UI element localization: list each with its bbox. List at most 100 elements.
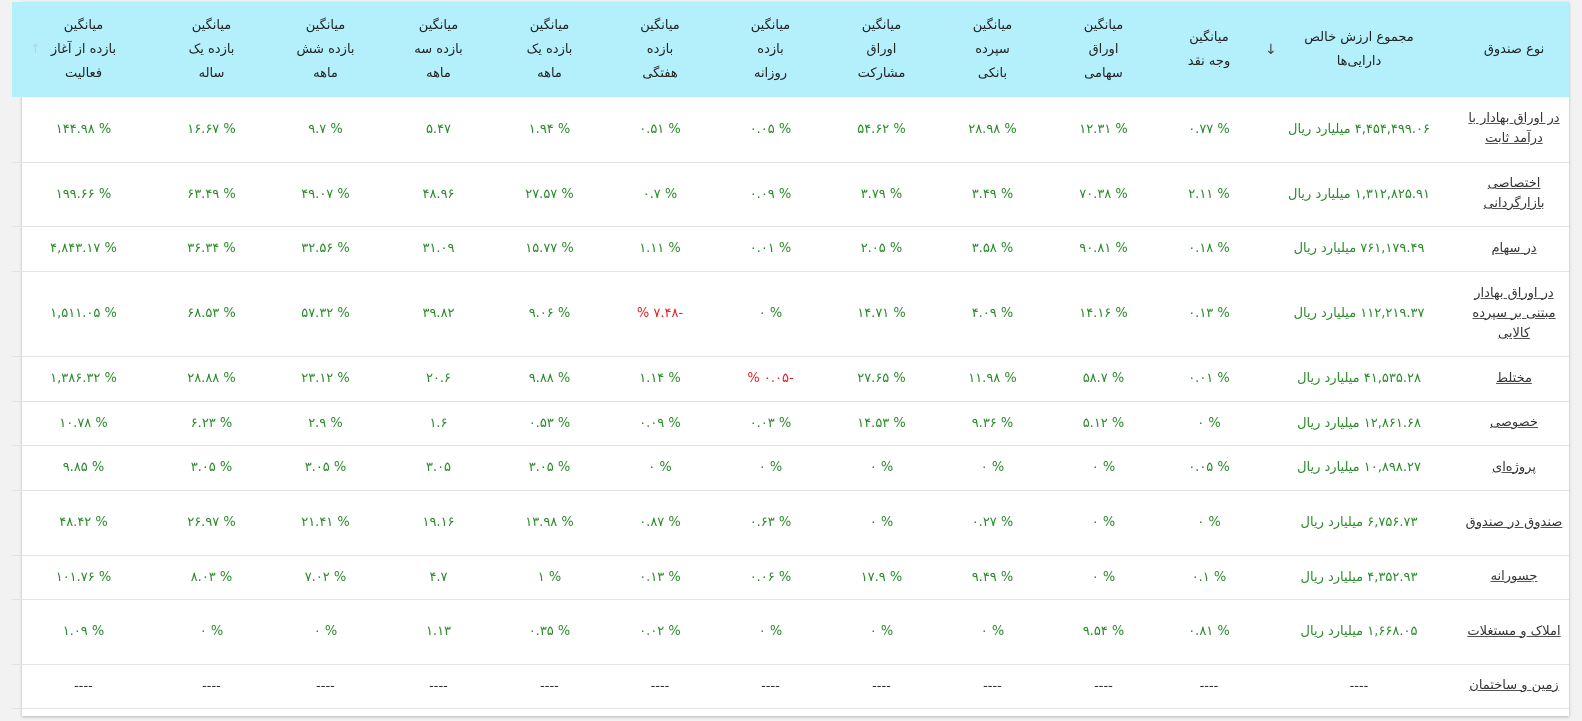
header-fund-type[interactable]: نوع صندوق xyxy=(1459,2,1569,97)
net-asset-cell: ۱۲,۸۶۱.۶۸ میلیارد ریال xyxy=(1259,401,1459,446)
header-label: میانگین بازده یک ماهه xyxy=(526,17,573,81)
since-start-cell: % ۱۴۴.۹۸ xyxy=(12,97,155,163)
header-daily[interactable]: میانگین بازده روزانه xyxy=(715,2,826,97)
arrow-down-icon[interactable]: ↓ xyxy=(1265,41,1277,58)
deposit-cell: % ۱۱.۹۸ xyxy=(937,356,1048,402)
yearly-cell: % ۶۳.۴۹ xyxy=(155,162,268,227)
header-weekly[interactable]: میانگین بازده هفتگی xyxy=(605,2,715,97)
since-start-cell: % ۴۸.۴۲ xyxy=(12,490,155,556)
monthly-cell: % ۱ xyxy=(494,555,605,600)
bonds-cell: % ۱۴.۵۳ xyxy=(826,401,937,446)
fund-type-link[interactable]: جسورانه xyxy=(1490,569,1538,584)
daily-cell: % ۰ xyxy=(715,445,826,491)
header-label: میانگین بازده از آغاز فعالیت xyxy=(50,17,117,81)
daily-cell: % ۰.۰۳ xyxy=(715,401,826,446)
stocks-cell: ---- xyxy=(1048,664,1159,709)
cash-cell: % ۰.۱ xyxy=(1159,555,1259,600)
header-yearly[interactable]: میانگین بازده یک ساله xyxy=(155,2,268,97)
weekly-cell: % ۱.۱۱ xyxy=(605,226,715,272)
weekly-cell: % ۰.۱۳ xyxy=(605,555,715,600)
since-start-cell: % ۱۰.۷۸ xyxy=(12,401,155,446)
header-label: میانگین اوراق مشارکت xyxy=(857,17,906,81)
header-net-asset[interactable]: مجموع ارزش خالص دارایی‌ها ↓ xyxy=(1259,2,1459,97)
monthly-cell: % ۰.۳۵ xyxy=(494,599,605,665)
fund-type-cell: در اوراق بهادار مبتنی بر سپرده کالایی xyxy=(1459,271,1569,357)
net-asset-cell: ۱۱۲,۲۱۹.۳۷ میلیارد ریال xyxy=(1259,271,1459,357)
fund-type-link[interactable]: زمین و ساختمان xyxy=(1469,678,1559,693)
stocks-cell: % ۹۰.۸۱ xyxy=(1048,226,1159,272)
fund-type-cell: در سهام xyxy=(1459,226,1569,272)
cash-cell: % ۰.۸۱ xyxy=(1159,599,1259,665)
six-month-cell: % ۲۳.۱۲ xyxy=(268,356,383,402)
header-label: میانگین اوراق سهامی xyxy=(1083,17,1124,81)
three-month-cell: ۳.۰۵ xyxy=(383,445,494,491)
header-monthly[interactable]: میانگین بازده یک ماهه xyxy=(494,2,605,97)
bonds-cell: % ۲۷.۶۵ xyxy=(826,356,937,402)
bonds-cell: % ۳.۷۹ xyxy=(826,162,937,227)
three-month-cell: ۱.۶ xyxy=(383,401,494,446)
header-three-month[interactable]: میانگین بازده سه ماهه xyxy=(383,2,494,97)
table-row: مختلط ۴۱,۵۳۵.۲۸ میلیارد ریال% ۰.۰۱% ۵۸.۷%… xyxy=(12,356,1569,402)
stocks-cell: % ۱۲.۳۱ xyxy=(1048,97,1159,163)
fund-type-link[interactable]: در سهام xyxy=(1491,240,1537,256)
funds-table: نوع صندوق مجموع ارزش خالص دارایی‌ها ↓ می… xyxy=(12,2,1569,709)
three-month-cell: ---- xyxy=(383,664,494,709)
weekly-cell: % ۰ xyxy=(605,445,715,491)
deposit-cell: ---- xyxy=(937,664,1048,709)
fund-type-link[interactable]: در اوراق بهادار مبتنی بر سپرده کالایی xyxy=(1472,285,1556,341)
since-start-cell: % ۱۰۱.۷۶ xyxy=(12,555,155,600)
fund-type-cell: در اوراق بهادار با درآمد ثابت xyxy=(1459,97,1569,163)
stocks-cell: % ۷۰.۳۸ xyxy=(1048,162,1159,227)
weekly-cell: % ۰.۵۱ xyxy=(605,97,715,163)
header-bonds[interactable]: میانگین اوراق مشارکت xyxy=(826,2,937,97)
daily-cell: % ۰.۰۱ xyxy=(715,226,826,272)
header-six-month[interactable]: میانگین بازده شش ماهه xyxy=(268,2,383,97)
monthly-cell: % ۱۳.۹۸ xyxy=(494,490,605,556)
header-cash[interactable]: میانگین وجه نقد xyxy=(1159,2,1259,97)
daily-cell: -۰.۰۵ % xyxy=(715,356,826,402)
weekly-cell: ---- xyxy=(605,664,715,709)
header-label: مجموع ارزش خالص دارایی‌ها xyxy=(1304,29,1414,69)
since-start-cell: % ۴,۸۴۳.۱۷ xyxy=(12,226,155,272)
header-deposit[interactable]: میانگین سپرده بانکی xyxy=(937,2,1048,97)
header-since-start[interactable]: میانگین بازده از آغاز فعالیت ↑ xyxy=(12,2,155,97)
fund-type-cell: پروژه‌ای xyxy=(1459,445,1569,491)
three-month-cell: ۳۱.۰۹ xyxy=(383,226,494,272)
fund-type-link[interactable]: خصوصی xyxy=(1490,415,1538,430)
fund-type-cell: جسورانه xyxy=(1459,555,1569,600)
stocks-cell: % ۰ xyxy=(1048,490,1159,556)
bonds-cell: % ۱۴.۷۱ xyxy=(826,271,937,357)
fund-type-link[interactable]: املاک و مستغلات xyxy=(1467,623,1561,639)
yearly-cell: % ۱۶.۶۷ xyxy=(155,97,268,163)
stocks-cell: % ۹.۵۴ xyxy=(1048,599,1159,665)
three-month-cell: ۱.۱۳ xyxy=(383,599,494,665)
six-month-cell: % ۰ xyxy=(268,599,383,665)
yearly-cell: % ۶۸.۵۳ xyxy=(155,271,268,357)
six-month-cell: % ۳۲.۵۶ xyxy=(268,226,383,272)
arrow-up-icon[interactable]: ↑ xyxy=(30,41,41,57)
daily-cell: ---- xyxy=(715,664,826,709)
net-asset-cell: ۷۶۱,۱۷۹.۴۹ میلیارد ریال xyxy=(1259,226,1459,272)
table-row: صندوق در صندوق ۶,۷۵۶.۷۳ میلیارد ریال % ۰ % … xyxy=(12,490,1569,556)
deposit-cell: % ۹.۴۹ xyxy=(937,555,1048,600)
since-start-cell: ---- xyxy=(12,664,155,709)
header-label: نوع صندوق xyxy=(1483,41,1545,57)
fund-type-link[interactable]: در اوراق بهادار با درآمد ثابت xyxy=(1468,111,1560,147)
fund-type-link[interactable]: صندوق در صندوق xyxy=(1465,514,1563,530)
fund-type-link[interactable]: مختلط xyxy=(1496,370,1532,386)
daily-cell: % ۰ xyxy=(715,271,826,357)
six-month-cell: % ۴۹.۰۷ xyxy=(268,162,383,227)
fund-type-cell: زمین و ساختمان xyxy=(1459,664,1569,709)
cash-cell: % ۰.۰۱ xyxy=(1159,356,1259,402)
three-month-cell: ۵.۴۷ xyxy=(383,97,494,163)
deposit-cell: % ۴.۰۹ xyxy=(937,271,1048,357)
fund-type-link[interactable]: پروژه‌ای xyxy=(1492,459,1536,475)
header-stocks[interactable]: میانگین اوراق سهامی xyxy=(1048,2,1159,97)
daily-cell: % ۰ xyxy=(715,599,826,665)
yearly-cell: ---- xyxy=(155,664,268,709)
yearly-cell: % ۲۶.۹۷ xyxy=(155,490,268,556)
fund-type-link[interactable]: اختصاصی بازارگردانی xyxy=(1483,176,1545,211)
yearly-cell: % ۶.۲۳ xyxy=(155,401,268,446)
stocks-cell: % ۵.۱۲ xyxy=(1048,401,1159,446)
net-asset-cell: ۶,۷۵۶.۷۳ میلیارد ریال xyxy=(1259,490,1459,556)
